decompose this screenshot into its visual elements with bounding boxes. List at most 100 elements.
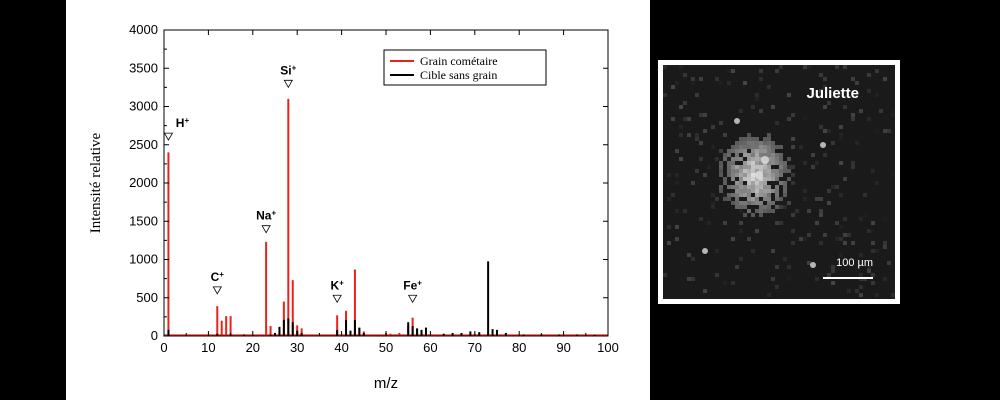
grain-pixel [767, 185, 771, 189]
noise-pixel [787, 117, 791, 121]
noise-pixel [751, 249, 755, 253]
grain-pixel [767, 161, 771, 165]
noise-pixel [711, 205, 715, 209]
noise-pixel [691, 181, 695, 185]
noise-pixel [867, 265, 871, 269]
grain-pixel [747, 193, 751, 197]
grain-pixel [767, 173, 771, 177]
grain-pixel [775, 205, 779, 209]
grain-pixel [771, 201, 775, 205]
noise-pixel [755, 93, 759, 97]
grain-pixel [743, 149, 747, 153]
noise-pixel [871, 241, 875, 245]
grain-pixel [767, 165, 771, 169]
noise-pixel [691, 257, 695, 261]
grain-pixel [775, 153, 779, 157]
grain-pixel [767, 133, 771, 137]
noise-pixel [815, 197, 819, 201]
noise-pixel [839, 161, 843, 165]
noise-pixel [875, 249, 879, 253]
noise-pixel [871, 169, 875, 173]
noise-pixel [703, 113, 707, 117]
chart-panel: 0 10 20 30 40 50 60 70 80 90 100 0 500 1000 1500 2000 25… [66, 0, 650, 400]
noise-pixel [843, 233, 847, 237]
noise-pixel [731, 237, 735, 241]
noise-pixel [831, 141, 835, 145]
noise-pixel [751, 105, 755, 109]
noise-pixel [739, 229, 743, 233]
grain-pixel [767, 189, 771, 193]
noise-pixel [803, 65, 807, 69]
grain-pixel [743, 137, 747, 141]
x-tick-label: 90 [556, 340, 570, 355]
grain-pixel [731, 177, 735, 181]
grain-pixel [787, 169, 791, 173]
noise-pixel [815, 277, 819, 281]
peak-marker-icon [261, 225, 271, 234]
grain-pixel [771, 209, 775, 213]
bright-spot [761, 156, 769, 164]
grain-pixel [767, 209, 771, 213]
peak-marker-icon [163, 132, 174, 141]
noise-pixel [875, 293, 879, 297]
grain-pixel [739, 189, 743, 193]
grain-pixel [767, 169, 771, 173]
peak-label: Na+ [256, 208, 276, 223]
grain-pixel [747, 173, 751, 177]
grain-pixel [727, 173, 731, 177]
grain-pixel [735, 157, 739, 161]
grain-image [663, 65, 895, 297]
grain-pixel [747, 161, 751, 165]
grain-pixel [719, 161, 723, 165]
noise-pixel [827, 273, 831, 277]
noise-pixel [719, 149, 723, 153]
grain-pixel [783, 161, 787, 165]
noise-pixel [711, 193, 715, 197]
noise-pixel [683, 209, 687, 213]
grain-pixel [747, 197, 751, 201]
grain-pixel [763, 137, 767, 141]
noise-pixel [703, 289, 707, 293]
noise-pixel [867, 117, 871, 121]
noise-pixel [875, 93, 879, 97]
noise-pixel [679, 65, 683, 69]
grain-pixel [739, 181, 743, 185]
grain-pixel [763, 149, 767, 153]
grain-pixel [743, 213, 747, 217]
grain-pixel [763, 141, 767, 145]
grain-pixel [771, 177, 775, 181]
grain-pixel [751, 181, 755, 185]
grain-pixel [755, 201, 759, 205]
noise-pixel [819, 213, 823, 217]
grain-pixel [751, 185, 755, 189]
grain-pixel [771, 145, 775, 149]
noise-pixel [875, 69, 879, 73]
noise-pixel [867, 89, 871, 93]
peak-marker-icon [332, 294, 342, 304]
noise-pixel [823, 77, 827, 81]
noise-pixel [875, 129, 879, 133]
noise-pixel [699, 141, 703, 145]
bright-spot [820, 142, 826, 148]
noise-pixel [767, 85, 771, 89]
grain-pixel [755, 145, 759, 149]
noise-pixel [855, 81, 859, 85]
grain-pixel [783, 185, 787, 189]
grain-pixel [735, 165, 739, 169]
noise-pixel [671, 193, 675, 197]
grain-pixel [747, 157, 751, 161]
noise-pixel [851, 241, 855, 245]
grain-pixel [739, 177, 743, 181]
grain-pixel [739, 201, 743, 205]
peak-marker-icon [283, 79, 294, 89]
noise-pixel [679, 125, 683, 129]
grain-pixel [755, 197, 759, 201]
noise-pixel [811, 153, 815, 157]
grain-pixel [771, 169, 775, 173]
micrograph-image: Juliette 100 µm [663, 65, 895, 299]
noise-pixel [767, 293, 771, 297]
noise-pixel [787, 201, 791, 205]
grain-pixel [727, 153, 731, 157]
spectrum-chart: 0 10 20 30 40 50 60 70 80 90 100050010001500200025… [88, 22, 619, 392]
noise-pixel [731, 189, 735, 193]
